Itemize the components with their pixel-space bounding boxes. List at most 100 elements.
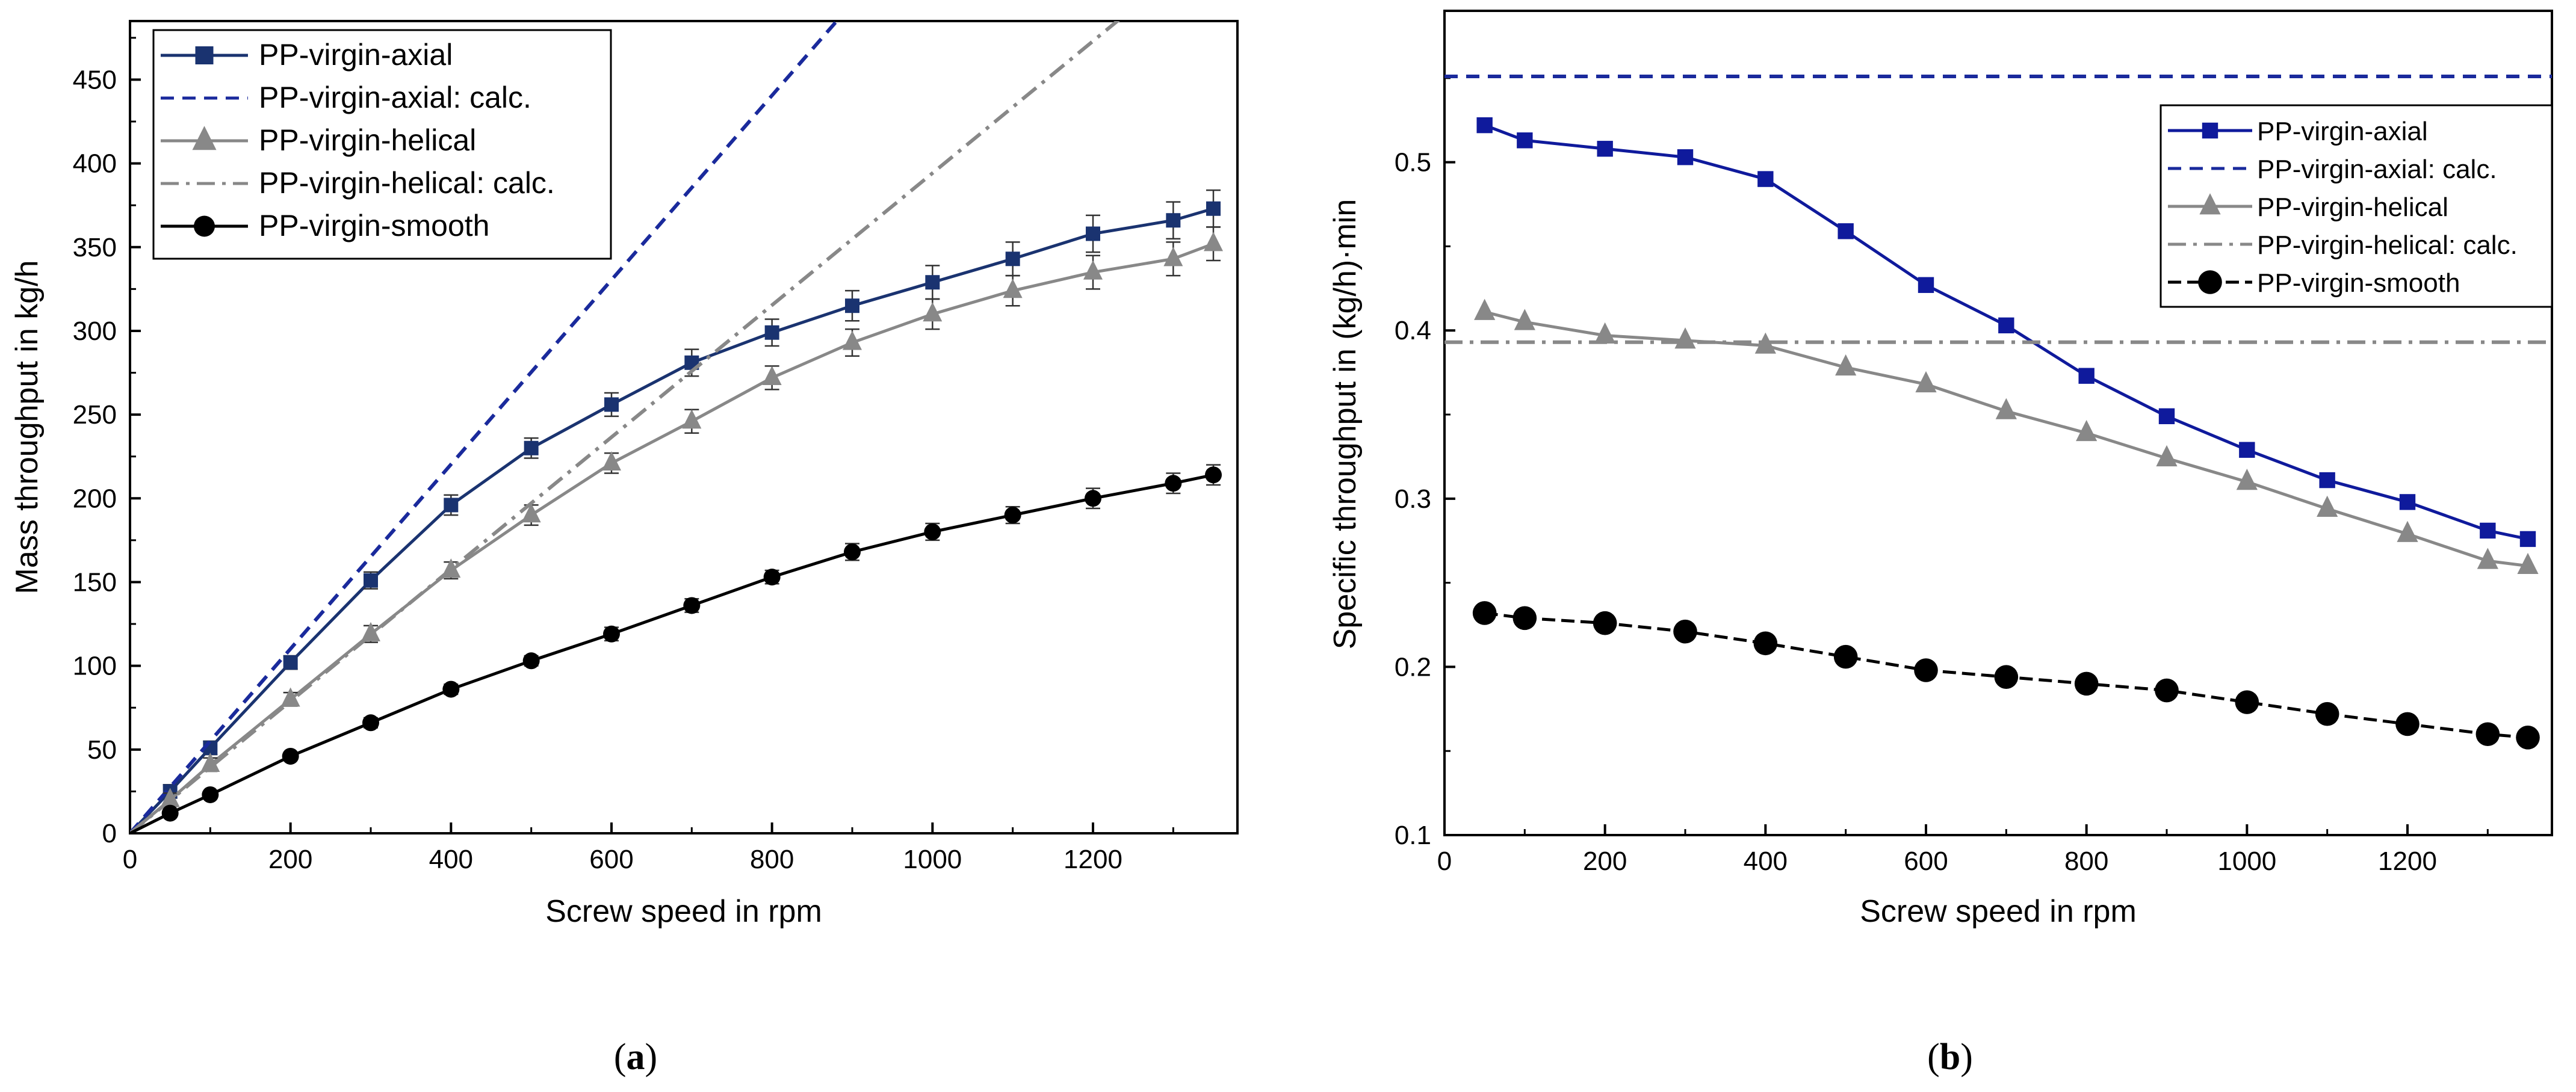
data-point: [2239, 442, 2255, 458]
x-tick-label: 0: [1437, 847, 1452, 876]
y-tick-label: 350: [73, 233, 117, 262]
series-pp-virgin-axial: [130, 189, 1221, 833]
data-point: [444, 498, 459, 513]
data-point: [1476, 117, 1493, 134]
data-point: [1915, 371, 1937, 393]
data-point: [1995, 398, 2017, 419]
legend-marker: [2202, 122, 2218, 139]
data-point: [1166, 213, 1181, 228]
data-point: [2399, 494, 2416, 510]
panel-a-legend: PP-virgin-axial PP-virgin-axial: calc. PP-…: [152, 29, 612, 260]
data-point: [2516, 726, 2540, 750]
series-pp-virgin-smooth: [130, 464, 1222, 833]
data-point: [1004, 507, 1021, 524]
data-point: [280, 687, 300, 707]
data-point: [604, 397, 619, 412]
data-point: [602, 451, 621, 471]
x-tick-label: 800: [750, 845, 794, 874]
legend-label: PP-virgin-axial: [259, 38, 453, 72]
data-point: [763, 569, 781, 586]
y-tick-label: 250: [73, 400, 117, 430]
legend-item: PP-virgin-helical: calc.: [2168, 230, 2518, 260]
data-point: [1204, 232, 1223, 251]
legend-item: PP-virgin-axial: calc.: [161, 81, 531, 114]
data-point: [2397, 520, 2418, 542]
data-point: [844, 543, 861, 561]
y-tick-label: 450: [73, 65, 117, 94]
y-tick-label: 150: [73, 567, 117, 597]
data-point: [442, 680, 460, 698]
y-tick-label: 50: [87, 735, 117, 765]
panel-b-ticks: 0 200 400 600 800 1000 1200 0.1 0.2 0.3 0.4 0.5: [1395, 77, 2489, 876]
series-line: [130, 242, 1214, 833]
panel-b-y-axis-title: Specific throughput in (kg/h)·min: [1328, 199, 1363, 650]
data-point: [1914, 658, 1938, 682]
x-tick-label: 1000: [903, 845, 962, 874]
series-line: [1484, 310, 2528, 568]
data-point: [2156, 445, 2178, 467]
legend-item: PP-virgin-helical: [161, 123, 476, 157]
data-point: [925, 275, 940, 290]
data-point: [1673, 619, 1697, 644]
data-point: [683, 597, 701, 614]
data-point: [2480, 522, 2496, 539]
data-point: [2315, 702, 2339, 726]
data-point: [2475, 722, 2500, 747]
data-point: [361, 622, 380, 641]
data-point: [1206, 201, 1221, 216]
data-point: [2074, 671, 2099, 696]
panel-b-series: [1444, 75, 2552, 750]
data-point: [1593, 611, 1617, 635]
data-point: [521, 503, 541, 523]
data-point: [161, 804, 179, 822]
x-tick-label: 200: [268, 845, 312, 874]
data-point: [1003, 279, 1023, 298]
legend-marker: [2198, 270, 2222, 294]
y-tick-label: 100: [73, 652, 117, 681]
data-point: [1757, 171, 1774, 187]
legend-marker: [2199, 193, 2221, 215]
data-point: [603, 625, 620, 643]
series-pp-virgin-smooth: [1472, 601, 2540, 750]
data-point: [1086, 226, 1100, 241]
data-point: [2395, 712, 2420, 736]
series-line: [130, 21, 1121, 833]
y-tick-label: 0.2: [1395, 652, 1431, 682]
x-tick-label: 600: [1904, 847, 1948, 876]
data-point: [1998, 317, 2014, 334]
data-point: [2155, 678, 2179, 703]
panel-b-plot-frame: [1443, 10, 2553, 836]
data-point: [2078, 368, 2095, 384]
legend-item: PP-virgin-helical: [2168, 193, 2448, 222]
y-tick-label: 0.1: [1395, 821, 1431, 850]
data-point: [283, 655, 298, 670]
panel-a-chart: 0 200 400 600 800 1000 1200 0 50 100 150 200 250 300 3…: [10, 20, 1239, 1078]
data-point: [762, 366, 782, 386]
data-point: [202, 786, 219, 803]
data-point: [1833, 644, 1858, 669]
x-tick-label: 400: [1744, 847, 1788, 876]
data-point: [2236, 469, 2258, 490]
panel-a-x-axis-title: Screw speed in rpm: [545, 894, 822, 929]
legend-marker: [194, 215, 215, 237]
data-point: [524, 440, 539, 455]
data-point: [200, 753, 220, 773]
data-point: [843, 330, 862, 350]
data-point: [1165, 475, 1182, 492]
series-line: [130, 207, 1214, 833]
data-point: [2076, 419, 2098, 442]
data-point: [1918, 277, 1934, 293]
data-point: [1512, 606, 1537, 631]
legend-item: PP-virgin-smooth: [161, 209, 489, 242]
data-point: [2317, 495, 2338, 517]
y-tick-label: 200: [73, 484, 117, 513]
data-point: [1753, 631, 1778, 656]
data-point: [1838, 223, 1854, 239]
x-tick-label: 0: [123, 845, 137, 874]
legend-item: PP-virgin-helical: calc.: [161, 166, 555, 200]
data-point: [1474, 298, 1496, 320]
x-tick-label: 1200: [1064, 845, 1122, 874]
y-tick-label: 0.5: [1395, 148, 1431, 177]
data-point: [1514, 309, 1535, 330]
panel-a-series: [130, 21, 1223, 833]
